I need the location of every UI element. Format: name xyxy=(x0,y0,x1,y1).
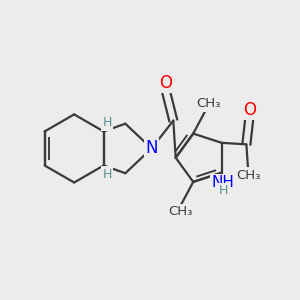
Text: H: H xyxy=(218,184,228,197)
Text: N: N xyxy=(146,140,158,158)
Text: NH: NH xyxy=(212,175,235,190)
Text: CH₃: CH₃ xyxy=(236,169,260,182)
Text: O: O xyxy=(159,74,172,92)
Text: O: O xyxy=(243,101,256,119)
Text: CH₃: CH₃ xyxy=(169,206,193,218)
Text: CH₃: CH₃ xyxy=(196,97,221,110)
Text: H: H xyxy=(103,168,112,181)
Text: H: H xyxy=(103,116,112,129)
